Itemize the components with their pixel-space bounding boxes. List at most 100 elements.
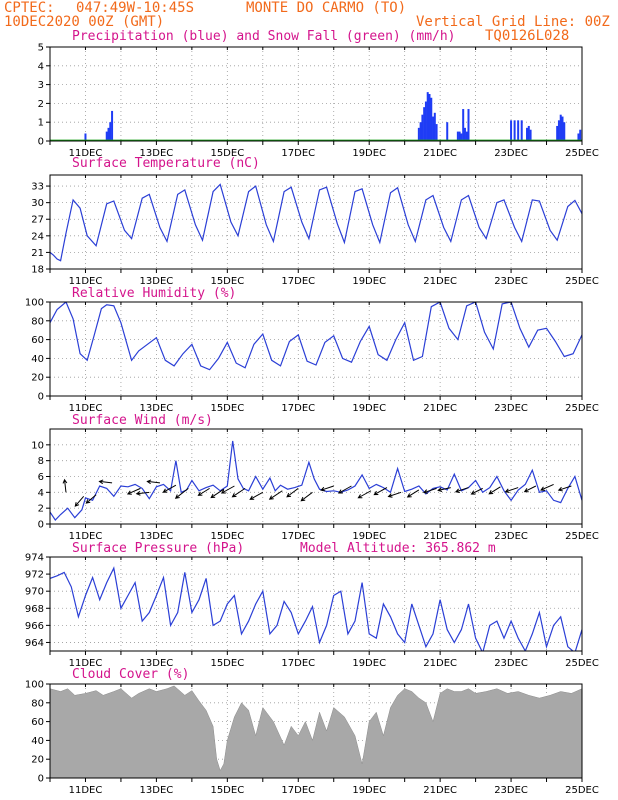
precip-bar (433, 112, 436, 141)
precip-bar (467, 109, 470, 141)
wind-arrow (406, 489, 420, 498)
cloud-ytick-label: 40 (31, 736, 44, 747)
wind-arrow (422, 487, 437, 494)
precip-bar (456, 131, 459, 141)
wind-arrow (437, 487, 451, 492)
temperature-xtick-label: 11DEC (69, 276, 103, 287)
pressure-xtick-label: 21DEC (423, 658, 457, 669)
precip-xtick-label: 15DEC (210, 148, 244, 159)
precip-bar (561, 116, 564, 141)
temperature-frame (49, 174, 583, 270)
wind-xtick-label: 25DEC (565, 531, 599, 542)
humidity-panel: 0 20 40 60 80 100 11DEC 13DEC 15DEC 17DEC 19DEC 21D… (25, 298, 599, 415)
pressure-ytick-label: 968 (25, 604, 44, 615)
humidity-xtick-label: 17DEC (281, 403, 315, 414)
cloud-xtick-label: 23DEC (494, 785, 528, 796)
pressure-xtick-label: 17DEC (281, 658, 315, 669)
temperature-xtick-label: 23DEC (494, 276, 528, 287)
cloud-xtick-label: 13DEC (140, 785, 174, 796)
humidity-xtick-label: 13DEC (140, 403, 174, 414)
precip-bar (510, 120, 513, 141)
temperature-panel: 18 21 24 27 30 33 11DEC 13DEC 15DEC 17DEC 19DEC 21D… (31, 174, 599, 287)
wind-ytick-label: 6 (38, 472, 44, 483)
wind-ytick-label: 0 (38, 520, 44, 531)
wind-line (50, 440, 582, 521)
precip-bar (557, 120, 560, 141)
precip-bar (417, 127, 420, 141)
humidity-xtick-label: 23DEC (494, 403, 528, 414)
precip-bar (446, 122, 449, 141)
humidity-ytick-label: 0 (38, 392, 44, 403)
precip-bar (463, 127, 466, 141)
wind-arrow (268, 490, 283, 500)
temperature-xtick-label: 15DEC (210, 276, 244, 287)
precip-bar (563, 122, 566, 141)
wind-arrow (231, 487, 246, 498)
humidity-xtick-label: 11DEC (69, 403, 103, 414)
panels: 0 1 2 3 4 5 11DEC 13DEC 15DEC 17DEC 19DEC 21DEC 23DE… (25, 43, 599, 797)
wind-arrow (174, 487, 189, 499)
header-run: 10DEC2020 00Z (GMT) (4, 14, 164, 30)
precip-frame (49, 46, 583, 142)
precip-bar (107, 127, 110, 141)
wind-xtick-label: 23DEC (494, 531, 528, 542)
pressure-ytick-label: 964 (25, 638, 44, 649)
wind-arrow (454, 487, 469, 493)
pressure-ytick-label: 974 (25, 553, 44, 564)
precip-bar (435, 124, 438, 141)
wind-arrow (162, 484, 177, 493)
pressure-xtick-label: 15DEC (210, 658, 244, 669)
pressure-title: Surface Pressure (hPa) (72, 541, 244, 556)
precip-ytick-label: 2 (38, 99, 44, 110)
precip-bar (579, 129, 582, 141)
precip-bar (424, 101, 427, 141)
precip-bar (559, 114, 562, 141)
humidity-ytick-label: 100 (25, 298, 44, 309)
humidity-xtick-label: 15DEC (210, 403, 244, 414)
wind-ytick-label: 10 (31, 440, 44, 451)
pressure-ytick-label: 970 (25, 587, 44, 598)
precip-xtick-label: 11DEC (69, 148, 103, 159)
wind-arrow (373, 487, 388, 496)
temperature-xtick-label: 19DEC (352, 276, 386, 287)
wind-xtick-label: 11DEC (69, 531, 103, 542)
precip-panel: 0 1 2 3 4 5 11DEC 13DEC 15DEC 17DEC 19DEC 21DEC 23DE… (38, 43, 599, 160)
wind-arrow (74, 495, 85, 507)
pressure-panel: 964 966 968 970 972 974 11DEC 13DEC 15DEC 17DEC 19… (25, 553, 599, 670)
pressure-xtick-label: 13DEC (140, 658, 174, 669)
wind-arrow (210, 488, 225, 499)
pressure-xtick-label: 11DEC (69, 658, 103, 669)
precip-xtick-label: 21DEC (423, 148, 457, 159)
wind-arrow (557, 485, 572, 492)
cloud-title: Cloud Cover (%) (72, 667, 189, 682)
humidity-ytick-label: 60 (31, 335, 44, 346)
wind-arrow (523, 485, 537, 493)
cloud-xtick-label: 25DEC (565, 785, 599, 796)
pressure-frame (49, 556, 583, 652)
pressure-xtick-label: 25DEC (565, 658, 599, 669)
precip-bar (577, 133, 580, 141)
humidity-xtick-label: 25DEC (565, 403, 599, 414)
wind-arrow (470, 487, 483, 495)
precip-bar (432, 116, 435, 141)
wind-arrow (540, 483, 554, 491)
temperature-xtick-label: 13DEC (140, 276, 174, 287)
temperature-title: Surface Temperature (nC) (72, 156, 260, 171)
wind-arrow (126, 487, 141, 495)
temperature-xtick-label: 25DEC (565, 276, 599, 287)
cloud-xtick-label: 19DEC (352, 785, 386, 796)
precip-bar (520, 120, 523, 141)
wind-ytick-label: 2 (38, 504, 44, 515)
wind-panel: 0 2 4 6 8 10 11DEC 13DEC 15DEC 17DEC 19DEC 21DEC 23D… (31, 428, 599, 542)
precip-ytick-label: 3 (38, 80, 44, 91)
cloud-ytick-label: 0 (38, 774, 44, 785)
temperature-ytick-label: 18 (31, 265, 44, 276)
precip-bar (430, 97, 433, 141)
cloud-frame (49, 683, 583, 779)
cloud-xtick-label: 21DEC (423, 785, 457, 796)
precip-bar (105, 131, 108, 141)
humidity-ytick-label: 20 (31, 373, 44, 384)
precip-xtick-label: 19DEC (352, 148, 386, 159)
cloud-xtick-label: 11DEC (69, 785, 103, 796)
